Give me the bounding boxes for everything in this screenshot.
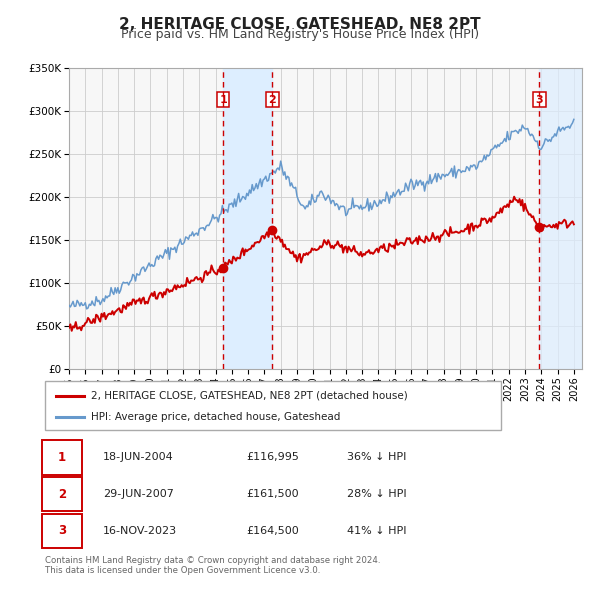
- Text: 2, HERITAGE CLOSE, GATESHEAD, NE8 2PT: 2, HERITAGE CLOSE, GATESHEAD, NE8 2PT: [119, 17, 481, 31]
- FancyBboxPatch shape: [43, 477, 82, 512]
- Text: 29-JUN-2007: 29-JUN-2007: [103, 489, 174, 499]
- Text: This data is licensed under the Open Government Licence v3.0.: This data is licensed under the Open Gov…: [45, 566, 320, 575]
- Text: 18-JUN-2004: 18-JUN-2004: [103, 453, 174, 463]
- Text: 28% ↓ HPI: 28% ↓ HPI: [347, 489, 407, 499]
- Text: Price paid vs. HM Land Registry's House Price Index (HPI): Price paid vs. HM Land Registry's House …: [121, 28, 479, 41]
- Text: 2, HERITAGE CLOSE, GATESHEAD, NE8 2PT (detached house): 2, HERITAGE CLOSE, GATESHEAD, NE8 2PT (d…: [91, 391, 407, 401]
- Bar: [223, 68, 272, 369]
- FancyBboxPatch shape: [43, 440, 82, 474]
- Text: 41% ↓ HPI: 41% ↓ HPI: [347, 526, 407, 536]
- Text: £164,500: £164,500: [247, 526, 299, 536]
- Text: 2: 2: [58, 487, 66, 501]
- Text: 2: 2: [269, 94, 276, 104]
- Text: 36% ↓ HPI: 36% ↓ HPI: [347, 453, 407, 463]
- Text: HPI: Average price, detached house, Gateshead: HPI: Average price, detached house, Gate…: [91, 412, 340, 422]
- Text: 1: 1: [58, 451, 66, 464]
- Text: Contains HM Land Registry data © Crown copyright and database right 2024.: Contains HM Land Registry data © Crown c…: [45, 556, 380, 565]
- FancyBboxPatch shape: [43, 514, 82, 548]
- Text: 3: 3: [536, 94, 543, 104]
- Text: 16-NOV-2023: 16-NOV-2023: [103, 526, 177, 536]
- Text: 1: 1: [219, 94, 227, 104]
- Text: 3: 3: [58, 525, 66, 537]
- Bar: [539, 68, 582, 369]
- Text: £161,500: £161,500: [247, 489, 299, 499]
- Text: £116,995: £116,995: [247, 453, 299, 463]
